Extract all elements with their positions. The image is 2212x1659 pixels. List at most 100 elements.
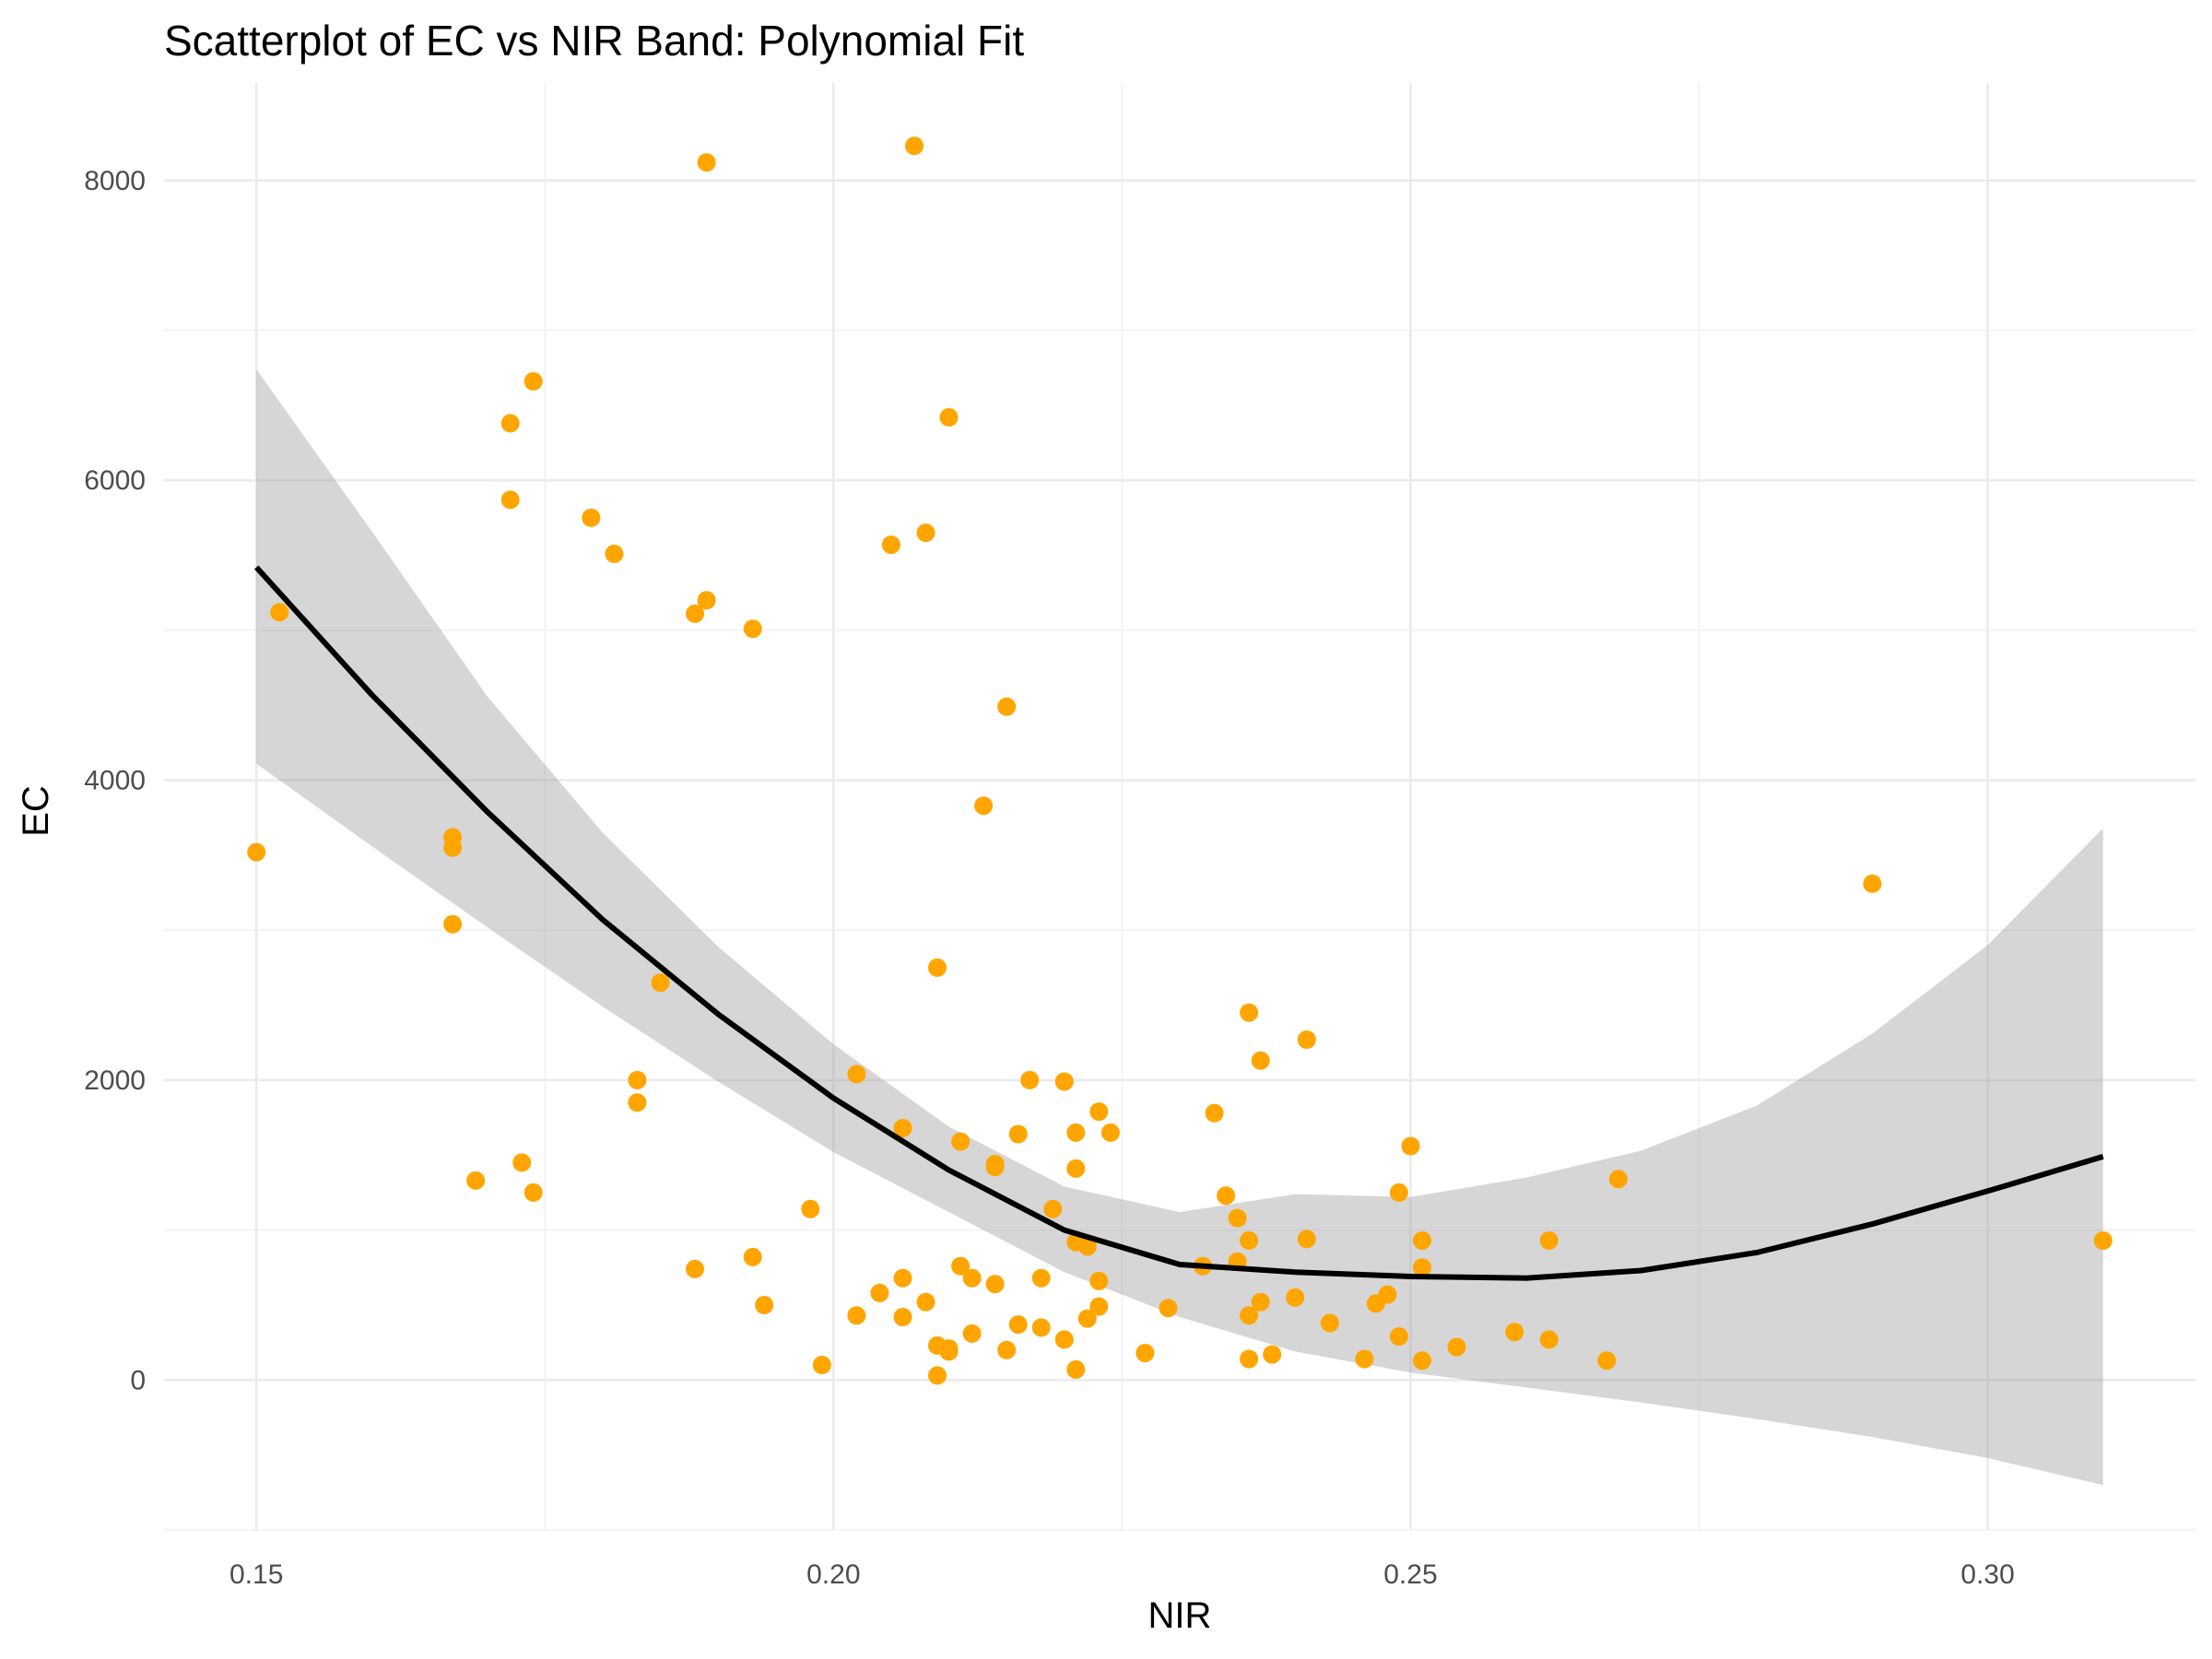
data-point — [951, 1256, 971, 1276]
data-point — [847, 1306, 866, 1325]
data-point — [870, 1283, 889, 1302]
data-point — [985, 1158, 1005, 1177]
data-point — [939, 407, 959, 427]
data-point — [1089, 1297, 1109, 1316]
data-point — [1135, 1344, 1155, 1362]
data-point — [997, 697, 1017, 716]
major-gridlines — [164, 83, 2195, 1530]
data-point — [524, 371, 543, 391]
data-point — [743, 619, 762, 639]
minor-gridlines — [164, 83, 2195, 1531]
data-point — [1228, 1208, 1247, 1228]
data-point — [1031, 1268, 1051, 1288]
data-point — [443, 914, 463, 934]
y-tick-label: 6000 — [84, 465, 146, 496]
data-point — [1100, 1123, 1120, 1142]
data-point — [651, 973, 670, 993]
data-point — [1597, 1351, 1617, 1371]
data-point — [1077, 1309, 1097, 1328]
data-point — [1355, 1349, 1374, 1369]
data-point — [1066, 1123, 1086, 1142]
data-point — [1863, 874, 1882, 893]
x-tick-label: 0.15 — [229, 1559, 283, 1590]
polynomial-fit-line — [253, 565, 2104, 1281]
y-tick-label: 0 — [130, 1365, 146, 1395]
y-tick-label: 8000 — [84, 166, 146, 196]
data-point — [1297, 1030, 1316, 1049]
data-point — [1401, 1136, 1420, 1156]
data-point — [1297, 1230, 1316, 1249]
data-point — [1539, 1330, 1559, 1349]
data-point — [582, 508, 601, 527]
data-point — [893, 1308, 912, 1326]
data-point — [1217, 1186, 1236, 1206]
data-point — [1054, 1330, 1074, 1349]
data-point — [916, 1292, 935, 1312]
data-point — [743, 1247, 762, 1266]
data-point — [1066, 1359, 1086, 1379]
data-point — [686, 1259, 704, 1278]
data-point — [1077, 1237, 1097, 1256]
data-point — [1378, 1285, 1397, 1304]
data-point — [951, 1132, 971, 1151]
data-point — [812, 1356, 831, 1374]
data-point — [916, 524, 935, 543]
data-point — [893, 1268, 912, 1288]
y-axis-title: EC — [16, 785, 56, 837]
data-point — [801, 1199, 820, 1218]
data-point — [2093, 1231, 2112, 1250]
data-point — [1505, 1323, 1524, 1342]
data-point — [1020, 1070, 1040, 1089]
data-point — [997, 1340, 1017, 1359]
data-point — [1240, 1231, 1259, 1250]
x-axis-title: NIR — [1148, 1595, 1212, 1636]
data-point — [1608, 1170, 1628, 1189]
data-point — [974, 796, 994, 816]
data-point — [1240, 1306, 1259, 1325]
y-tick-label: 2000 — [84, 1065, 146, 1096]
data-point — [1031, 1318, 1051, 1337]
data-point — [1539, 1231, 1559, 1250]
data-point — [628, 1070, 647, 1089]
data-point — [443, 838, 463, 857]
y-axis-tick-labels: 0 2000 4000 6000 8000 — [84, 166, 146, 1396]
data-point — [905, 136, 924, 156]
data-point — [1389, 1182, 1408, 1202]
data-point — [893, 1119, 912, 1137]
data-point — [1447, 1337, 1466, 1357]
data-point — [985, 1275, 1005, 1294]
data-point — [512, 1153, 532, 1172]
data-point — [1413, 1258, 1431, 1277]
data-point — [270, 603, 289, 622]
data-point — [755, 1296, 774, 1314]
data-point — [1286, 1288, 1305, 1307]
data-point — [500, 490, 520, 510]
data-point — [1263, 1345, 1282, 1364]
data-point — [1320, 1313, 1339, 1333]
data-point — [847, 1065, 866, 1084]
x-tick-label: 0.25 — [1383, 1559, 1437, 1590]
data-point — [697, 591, 716, 610]
data-point — [1066, 1159, 1086, 1178]
data-point — [466, 1171, 486, 1190]
data-point — [962, 1268, 982, 1288]
data-point — [1240, 1003, 1259, 1022]
data-point — [1251, 1051, 1270, 1070]
data-point — [686, 604, 704, 623]
data-point — [1251, 1292, 1270, 1312]
data-point — [524, 1182, 543, 1202]
data-point — [697, 153, 716, 172]
data-point — [1089, 1271, 1109, 1290]
data-point — [881, 535, 900, 555]
data-point — [1043, 1199, 1063, 1218]
x-tick-label: 0.20 — [806, 1559, 860, 1590]
data-point — [1413, 1231, 1431, 1250]
confidence-band — [256, 369, 2103, 1486]
data-point — [962, 1324, 982, 1343]
y-tick-label: 4000 — [84, 766, 146, 796]
data-point — [247, 842, 266, 862]
data-point — [628, 1093, 647, 1112]
x-axis-tick-labels: 0.15 0.20 0.25 0.30 — [229, 1559, 2015, 1590]
data-point — [1389, 1327, 1408, 1347]
